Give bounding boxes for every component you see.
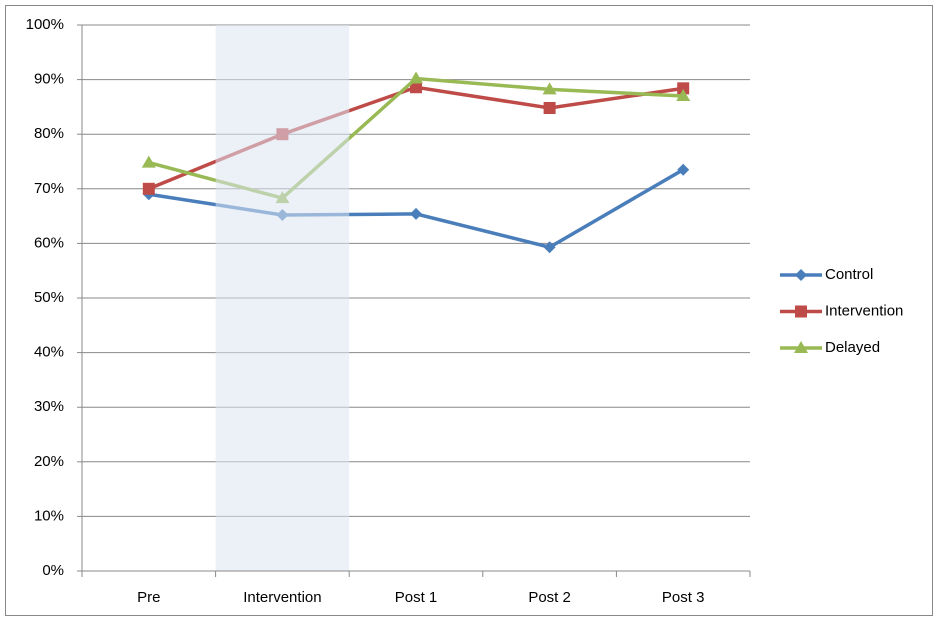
legend-label: Intervention [825, 302, 903, 319]
legend-label: Delayed [825, 339, 880, 356]
x-tick-label: Post 1 [395, 589, 438, 606]
marker [543, 101, 556, 114]
y-tick-label: 60% [34, 234, 64, 251]
y-tick-label: 30% [34, 398, 64, 415]
y-tick-label: 0% [42, 562, 64, 579]
marker [141, 155, 156, 168]
marker [410, 81, 422, 94]
y-tick-label: 20% [34, 453, 64, 470]
x-tick-label: Intervention [243, 589, 321, 606]
y-tick-label: 100% [26, 16, 64, 33]
y-tick-label: 10% [34, 507, 64, 524]
highlight-band [215, 25, 350, 571]
y-tick-label: 80% [34, 125, 64, 142]
x-tick-label: Post 2 [528, 589, 571, 606]
marker [543, 241, 556, 254]
marker [677, 163, 690, 176]
marker [410, 207, 422, 220]
marker [795, 269, 807, 281]
legend-label: Control [825, 266, 873, 283]
marker [142, 182, 155, 195]
y-tick-label: 40% [34, 344, 64, 361]
y-tick-label: 90% [34, 71, 64, 88]
chart-border [5, 5, 933, 616]
marker [794, 341, 808, 353]
marker [677, 82, 690, 95]
marker [795, 305, 807, 318]
x-tick-label: Post 3 [662, 589, 705, 606]
y-tick-label: 70% [34, 180, 64, 197]
x-tick-label: Pre [137, 589, 160, 606]
y-tick-label: 50% [34, 289, 64, 306]
marker [676, 88, 691, 101]
marker [542, 82, 557, 95]
marker [409, 71, 423, 84]
